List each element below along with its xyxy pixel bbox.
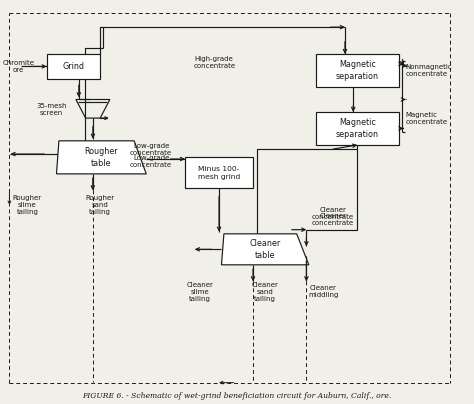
- Bar: [316, 112, 399, 145]
- Bar: [47, 54, 100, 79]
- Text: Cleaner
slime
tailing: Cleaner slime tailing: [186, 282, 213, 302]
- Text: Rougher
sand
tailing: Rougher sand tailing: [86, 195, 115, 215]
- Text: Low-grade
concentrate: Low-grade concentrate: [130, 155, 172, 168]
- Text: Cleaner
concentrate: Cleaner concentrate: [312, 207, 354, 220]
- Text: Magnetic
separation: Magnetic separation: [336, 118, 379, 139]
- Text: Magnetic
separation: Magnetic separation: [336, 60, 379, 81]
- Polygon shape: [221, 234, 309, 265]
- Text: Rougher
table: Rougher table: [84, 147, 118, 168]
- Bar: [185, 157, 253, 188]
- Text: Grind: Grind: [63, 62, 84, 71]
- Text: Cleaner
middling: Cleaner middling: [308, 285, 338, 298]
- Text: Chromite
ore: Chromite ore: [2, 60, 34, 73]
- Text: Cleaner
table: Cleaner table: [249, 239, 281, 260]
- Text: Low-grade
concentrate: Low-grade concentrate: [130, 143, 172, 156]
- Text: 35-mesh
screen: 35-mesh screen: [36, 103, 67, 116]
- Text: Rougher
slime
tailing: Rougher slime tailing: [13, 195, 42, 215]
- Text: FIGURE 6. - Schematic of wet-grind beneficiation circuit for Auburn, Calif., ore: FIGURE 6. - Schematic of wet-grind benef…: [82, 392, 392, 400]
- Bar: [316, 54, 399, 87]
- Text: Magnetic
concentrate: Magnetic concentrate: [406, 112, 448, 124]
- Text: Nonmagnetic
concentrate: Nonmagnetic concentrate: [406, 64, 453, 77]
- Polygon shape: [56, 141, 146, 174]
- Text: Minus 100-
mesh grind: Minus 100- mesh grind: [198, 166, 240, 180]
- Text: Cleaner
sand
tailing: Cleaner sand tailing: [252, 282, 279, 302]
- Text: Cleaner
concentrate: Cleaner concentrate: [312, 213, 354, 226]
- Text: High-grade
concentrate: High-grade concentrate: [193, 56, 235, 69]
